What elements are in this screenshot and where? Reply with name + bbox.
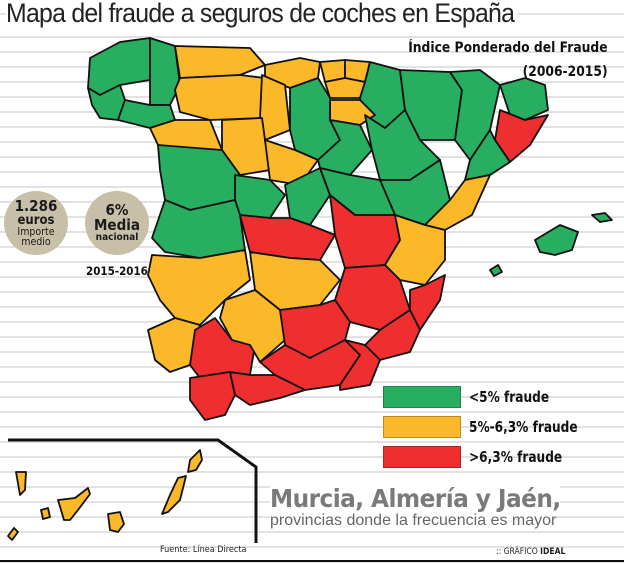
province-baleares-ibiza [489, 264, 503, 277]
national-average-badge: 6% Media nacional [85, 191, 149, 255]
island-fuerteventura [161, 475, 187, 515]
national-average-label: nacional [95, 232, 139, 243]
province-madrid [284, 167, 331, 226]
legend-label-green: <5% fraude [469, 388, 550, 406]
province-leon [174, 74, 266, 121]
island-la-gomera [40, 507, 51, 520]
headline: Murcia, Almería y Jaén, [270, 484, 561, 513]
province-almeria [339, 339, 381, 391]
index-title: Índice Ponderado del Fraude [408, 40, 608, 56]
average-amount-unit: euros [17, 212, 55, 228]
legend-label-red: >6,3% fraude [469, 448, 563, 466]
legend-item-yellow: 5%-6,3% fraude [383, 412, 590, 442]
province-malaga [229, 371, 306, 406]
subheadline: provincias donde la frecuencia es mayor [270, 512, 557, 530]
province-palencia [259, 74, 291, 141]
province-baleares-mallorca [534, 224, 579, 256]
national-average-value: 6% [105, 201, 129, 219]
province-badajoz [147, 249, 251, 326]
province-alava [324, 77, 366, 99]
average-amount-label: Importe [17, 225, 55, 238]
island-la-palma [15, 471, 27, 496]
province-asturias [174, 45, 266, 79]
page-title: Mapa del fraude a seguros de coches en E… [6, 0, 518, 29]
province-caceres [151, 199, 246, 259]
island-gran-canaria [107, 511, 125, 533]
legend-swatch-green [383, 386, 461, 408]
credit-prefix: :: GRÁFICO [496, 547, 538, 557]
legend-item-green: <5% fraude [383, 382, 590, 412]
bottom-rule [0, 560, 624, 562]
island-el-hierro [7, 527, 19, 541]
legend-label-yellow: 5%-6,3% fraude [469, 418, 578, 436]
index-period: (2006-2015) [523, 64, 608, 80]
legend-swatch-red [383, 446, 461, 468]
average-amount-badge: 1.286 euros Importe medio [4, 191, 68, 255]
legend: <5% fraude 5%-6,3% fraude >6,3% fraude [383, 382, 590, 472]
legend-swatch-yellow [383, 416, 461, 438]
legend-item-red: >6,3% fraude [383, 442, 590, 472]
canary-inset-frame [8, 438, 258, 543]
source-note: Fuente: Línea Directa [160, 545, 247, 555]
graphic-credit: :: GRÁFICO IDEAL [496, 547, 565, 557]
province-cadiz [189, 371, 236, 421]
credit-brand: IDEAL [540, 547, 566, 557]
province-baleares-menorca [591, 212, 613, 223]
average-amount-value: 1.286 [14, 196, 58, 215]
index-heading: Índice Ponderado del Fraude (2006-2015) [409, 36, 608, 84]
island-tenerife [57, 487, 91, 521]
island-lanzarote [187, 449, 203, 473]
national-average-unit: Media [94, 216, 140, 234]
badges-period: 2015-2016 [86, 264, 148, 278]
average-amount-label-2: medio [21, 236, 51, 248]
